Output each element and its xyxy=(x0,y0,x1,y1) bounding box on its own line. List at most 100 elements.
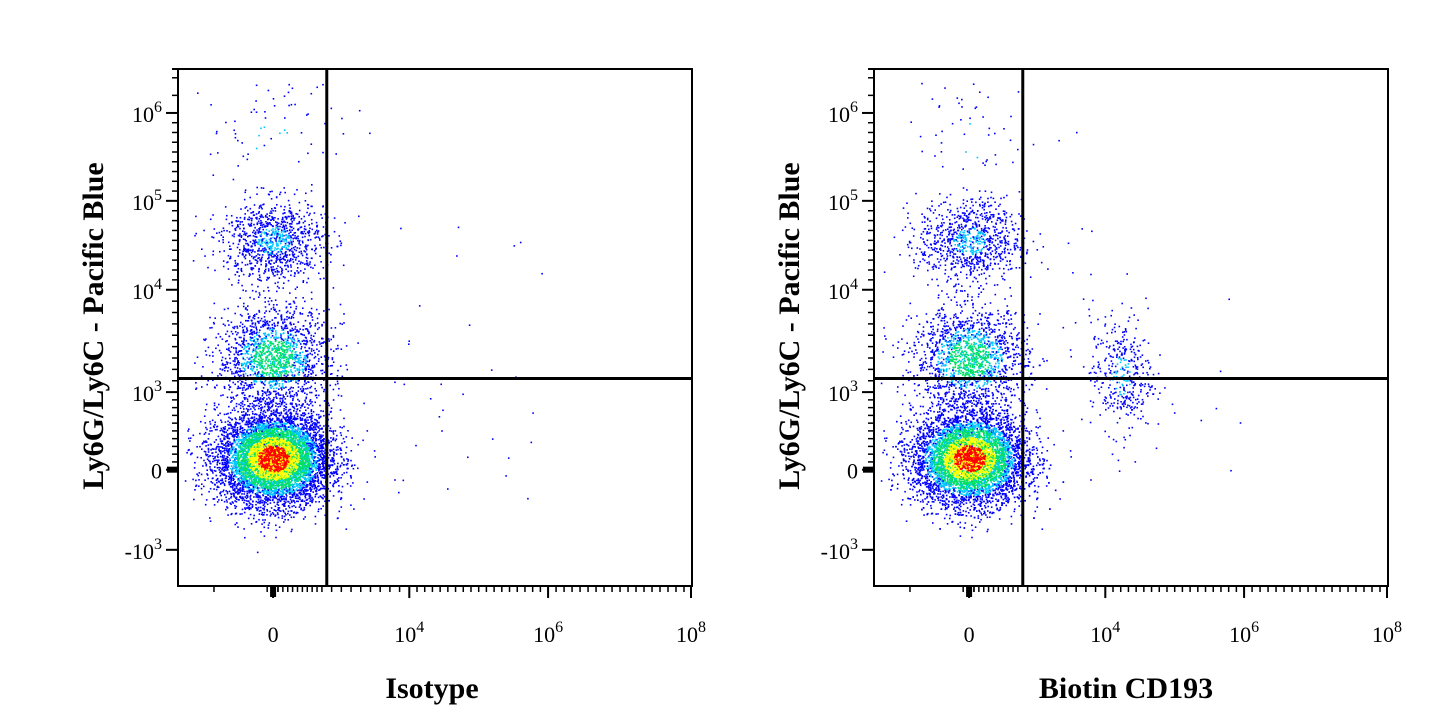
event-dot xyxy=(262,429,264,431)
event-dot xyxy=(209,420,211,423)
event-dot xyxy=(308,465,311,467)
event-dot xyxy=(201,493,203,496)
event-dot xyxy=(341,426,343,429)
event-dot xyxy=(320,415,322,418)
event-dot xyxy=(242,410,245,413)
event-dot xyxy=(245,450,247,453)
event-dot xyxy=(333,482,336,484)
event-dot xyxy=(282,425,284,427)
event-dot xyxy=(319,439,322,442)
event-dot xyxy=(299,470,302,472)
event-dot xyxy=(260,418,262,421)
event-dot xyxy=(327,425,330,427)
event-dot xyxy=(280,497,283,500)
event-dot xyxy=(220,482,222,485)
event-dot xyxy=(259,472,262,474)
event-dot xyxy=(249,458,251,461)
event-dot xyxy=(282,401,284,403)
event-dot xyxy=(250,481,252,484)
event-dot xyxy=(323,470,326,472)
event-dot xyxy=(219,479,222,482)
event-dot xyxy=(282,394,284,396)
event-dot xyxy=(244,508,247,510)
event-dot xyxy=(296,450,298,452)
event-dot xyxy=(310,443,313,446)
event-dot xyxy=(295,447,297,450)
event-dot xyxy=(313,459,315,462)
event-dot xyxy=(253,433,256,435)
event-dot xyxy=(314,452,316,455)
event-dot xyxy=(297,447,300,449)
event-dot xyxy=(339,409,342,411)
event-dot xyxy=(269,488,271,491)
event-dot xyxy=(285,455,287,457)
event-dot xyxy=(275,426,277,428)
event-dot xyxy=(306,483,308,486)
event-dot xyxy=(301,499,304,501)
event-dot xyxy=(247,446,249,449)
event-dot xyxy=(281,432,283,434)
event-dot xyxy=(303,457,306,459)
event-dot xyxy=(255,503,257,506)
event-dot xyxy=(285,501,287,503)
event-dot xyxy=(335,438,338,440)
event-dot xyxy=(341,442,343,445)
event-dot xyxy=(268,448,270,450)
event-dot xyxy=(204,503,207,506)
event-dot xyxy=(235,431,237,434)
event-dot xyxy=(224,452,226,454)
event-dot xyxy=(320,434,322,436)
event-dot xyxy=(207,451,210,453)
event-dot xyxy=(298,486,301,489)
event-dot xyxy=(205,464,208,467)
event-dot xyxy=(238,479,241,481)
event-dot xyxy=(214,470,217,472)
event-dot xyxy=(254,467,257,469)
event-dot xyxy=(243,483,245,485)
event-dot xyxy=(311,440,313,443)
event-dot xyxy=(269,476,271,479)
event-dot xyxy=(228,478,230,481)
event-dot xyxy=(298,472,300,475)
event-dot xyxy=(232,460,235,462)
event-dot xyxy=(318,501,320,503)
event-dot xyxy=(292,421,295,423)
event-dot xyxy=(259,397,262,399)
event-dot xyxy=(266,482,268,485)
event-dot xyxy=(270,438,272,440)
event-dot xyxy=(310,460,312,463)
event-dot xyxy=(339,465,341,468)
event-dot xyxy=(229,502,232,504)
event-dot xyxy=(249,421,251,424)
event-dot xyxy=(323,495,326,498)
event-dot xyxy=(250,478,253,481)
event-dot xyxy=(245,478,248,481)
event-dot xyxy=(280,425,282,428)
event-dot xyxy=(298,470,300,472)
event-dot xyxy=(221,459,223,462)
event-dot xyxy=(291,510,293,512)
event-dot xyxy=(234,440,237,443)
event-dot xyxy=(233,448,235,450)
event-dot xyxy=(283,500,286,503)
event-dot xyxy=(311,423,314,425)
event-dot xyxy=(283,454,285,456)
plot-area xyxy=(178,69,692,586)
event-dot xyxy=(311,466,313,468)
event-dot xyxy=(234,481,236,483)
event-dot xyxy=(298,450,301,453)
event-dot xyxy=(230,477,233,479)
event-dot xyxy=(252,488,254,490)
event-dot xyxy=(245,507,248,509)
event-dot xyxy=(318,451,320,453)
event-dot xyxy=(271,437,274,439)
event-dot xyxy=(220,494,222,497)
event-dot xyxy=(294,501,296,504)
event-dot xyxy=(324,514,326,517)
event-dot xyxy=(307,477,309,480)
event-dot xyxy=(269,440,272,443)
event-dot xyxy=(310,419,312,421)
event-dot xyxy=(301,453,303,456)
event-dot xyxy=(283,484,285,486)
event-dot xyxy=(289,442,292,445)
